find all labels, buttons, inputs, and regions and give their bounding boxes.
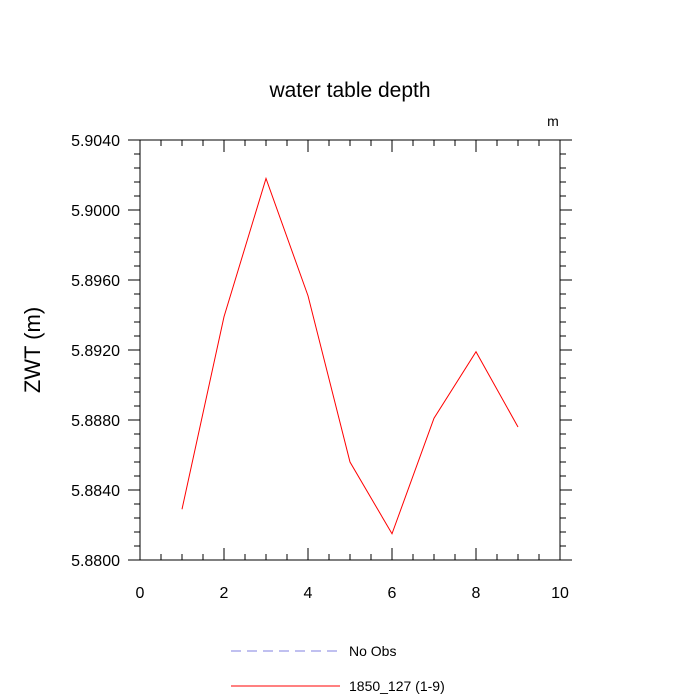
chart-title: water table depth bbox=[268, 79, 430, 102]
axis-ticks bbox=[128, 139, 572, 561]
y-tick-label: 5.8840 bbox=[71, 483, 120, 500]
units-label: m bbox=[547, 113, 559, 129]
legend-label: 1850_127 (1-9) bbox=[349, 678, 445, 694]
x-tick-label: 4 bbox=[304, 585, 313, 602]
y-tick-label: 5.9000 bbox=[71, 203, 120, 220]
data-series bbox=[181, 176, 519, 535]
y-axis-label: ZWT (m) bbox=[20, 307, 45, 393]
x-tick-label: 2 bbox=[220, 585, 229, 602]
legend: No Obs 1850_127 (1-9) bbox=[231, 643, 445, 694]
y-tick-label: 5.8880 bbox=[71, 413, 120, 430]
y-tick-label: 5.9040 bbox=[71, 133, 120, 150]
tick-labels: 0 2 4 6 8 10 5.8800 5.8840 5.8880 5.8920 5.8960 5.9… bbox=[71, 133, 569, 602]
series-line bbox=[181, 176, 519, 535]
y-tick-label: 5.8800 bbox=[71, 553, 120, 570]
x-tick-label: 6 bbox=[388, 585, 397, 602]
plot-frame bbox=[139, 139, 561, 561]
y-tick-label: 5.8920 bbox=[71, 343, 120, 360]
x-tick-label: 10 bbox=[551, 585, 569, 602]
x-tick-label: 0 bbox=[136, 585, 145, 602]
y-tick-label: 5.8960 bbox=[71, 273, 120, 290]
x-tick-label: 8 bbox=[472, 585, 481, 602]
legend-label: No Obs bbox=[349, 643, 396, 659]
